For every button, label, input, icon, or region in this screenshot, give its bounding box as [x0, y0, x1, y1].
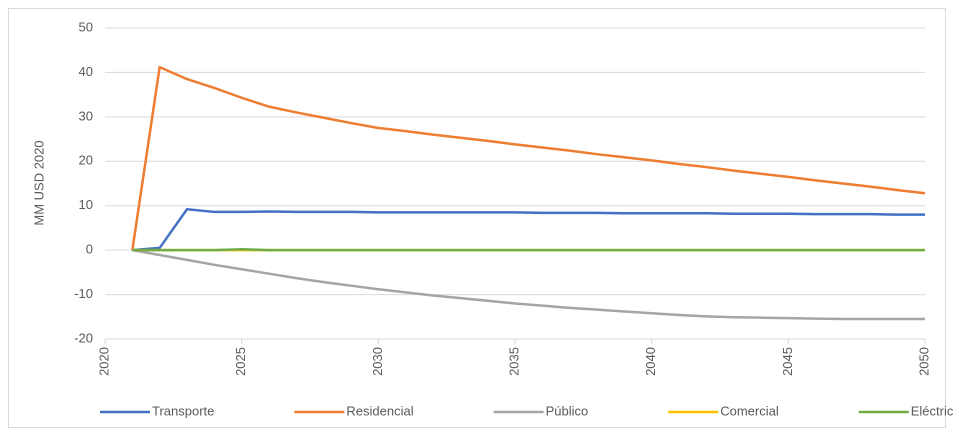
legend-label: Público: [546, 403, 589, 418]
x-tick-label: 2035: [506, 347, 521, 376]
y-tick-label: 50: [79, 19, 93, 34]
line-series: [132, 208, 925, 252]
y-tick-label: 40: [79, 64, 93, 79]
y-tick-label: 20: [79, 153, 93, 168]
x-tick-label: 2025: [233, 347, 248, 376]
legend-label: Residencial: [346, 403, 413, 418]
y-tick-label: 10: [79, 197, 93, 212]
line-series: [131, 65, 926, 251]
line-series: [132, 248, 925, 321]
legend-label: Comercial: [720, 403, 779, 418]
x-tick-label: 2020: [96, 347, 111, 376]
x-tick-label: 2050: [916, 347, 931, 376]
legend-label: Transporte: [152, 403, 214, 418]
legend-label: Eléctrico: [911, 403, 954, 418]
line-series: [132, 248, 925, 252]
y-tick-label: 0: [86, 242, 93, 257]
y-tick-label: -10: [74, 286, 93, 301]
y-axis-label: MM USD 2020: [31, 140, 46, 225]
x-tick-label: 2045: [780, 347, 795, 376]
y-tick-label: -20: [74, 330, 93, 345]
y-tick-label: 30: [79, 108, 93, 123]
x-tick-label: 2040: [643, 347, 658, 376]
x-tick-label: 2030: [370, 347, 385, 376]
chart-frame: [8, 8, 946, 428]
